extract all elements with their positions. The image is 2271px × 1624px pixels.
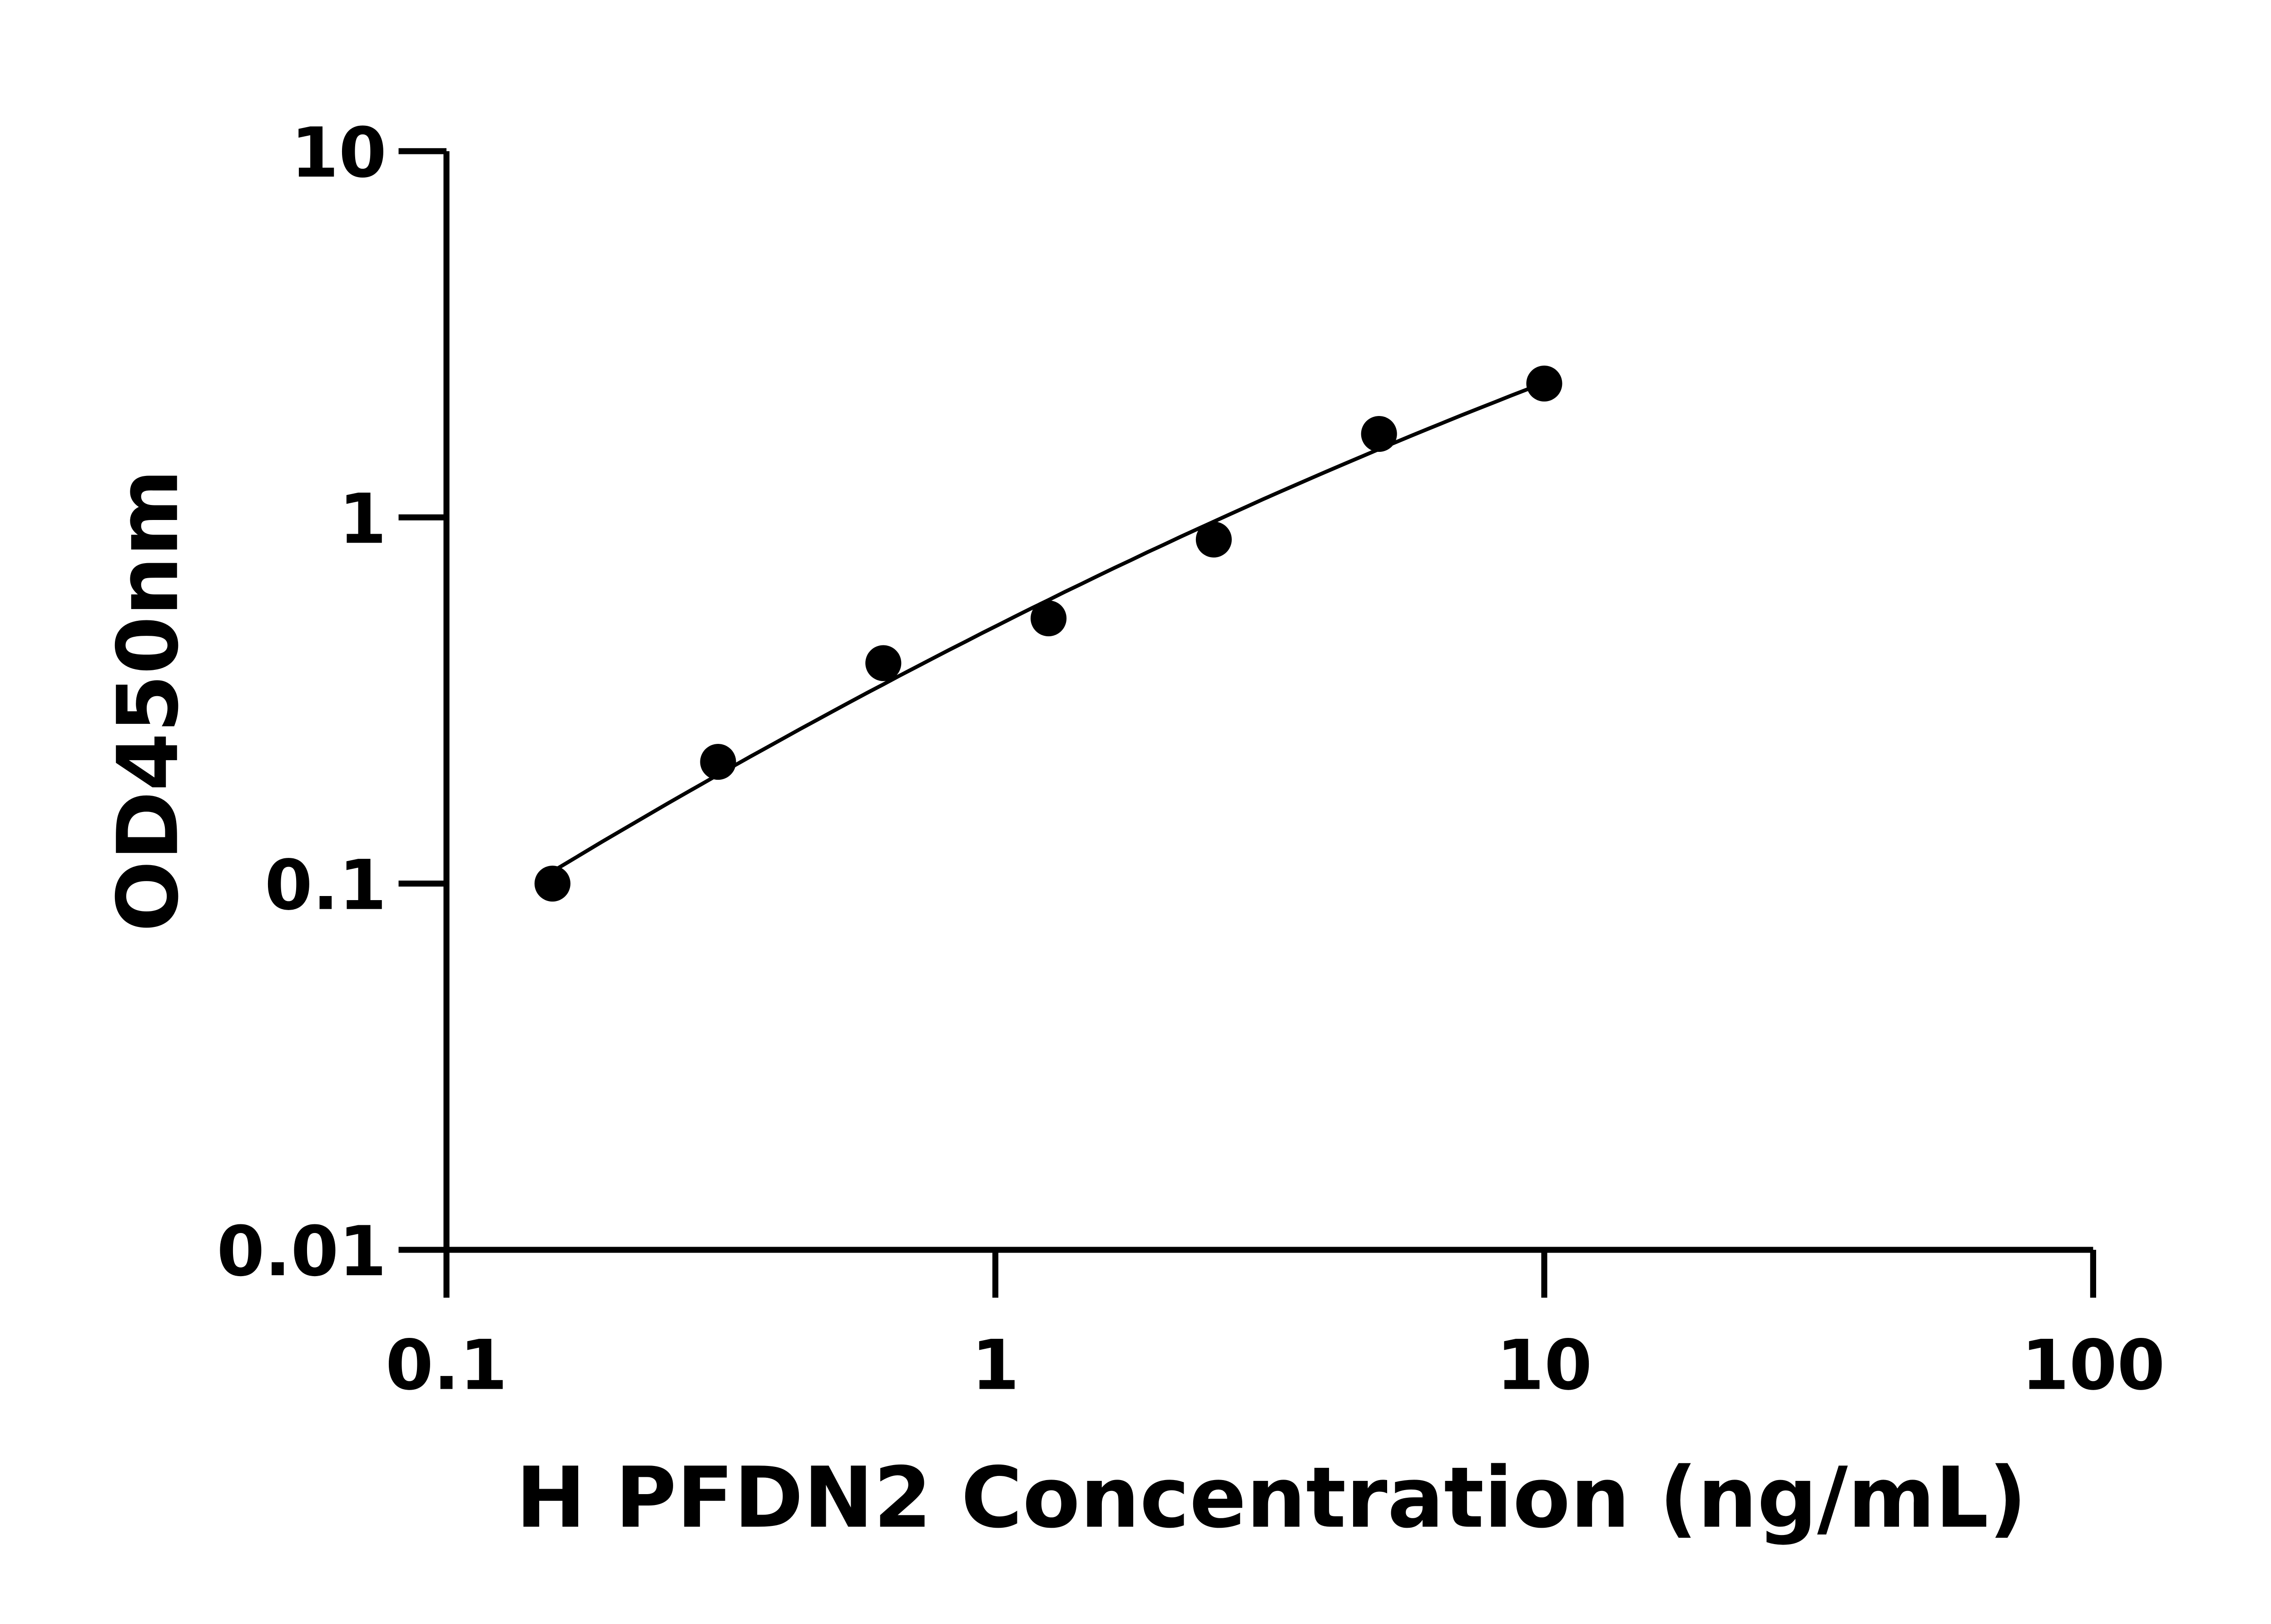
y-tick-label: 10 <box>291 113 387 193</box>
x-tick-label: 10 <box>1496 1325 1592 1406</box>
data-point <box>1195 521 1232 558</box>
x-tick-label: 0.1 <box>386 1325 508 1406</box>
y-tick-label: 0.1 <box>265 845 387 926</box>
data-point <box>1031 600 1067 637</box>
axes: 0.1 1 10 100 0.01 0.1 1 10 <box>217 113 2165 1406</box>
data-points <box>534 365 1562 902</box>
data-point <box>1361 416 1397 452</box>
data-point <box>865 645 902 681</box>
x-tick-label: 1 <box>972 1325 1019 1406</box>
y-tick-label: 0.01 <box>217 1211 387 1292</box>
data-point <box>1526 365 1562 402</box>
data-point <box>700 744 736 780</box>
data-point <box>534 866 570 902</box>
x-tick-label: 100 <box>2021 1325 2165 1406</box>
y-axis-label: OD450nm <box>99 469 197 932</box>
x-axis-label: H PFDN2 Concentration (ng/mL) <box>516 1449 2027 1547</box>
y-tick-label: 1 <box>339 479 387 559</box>
